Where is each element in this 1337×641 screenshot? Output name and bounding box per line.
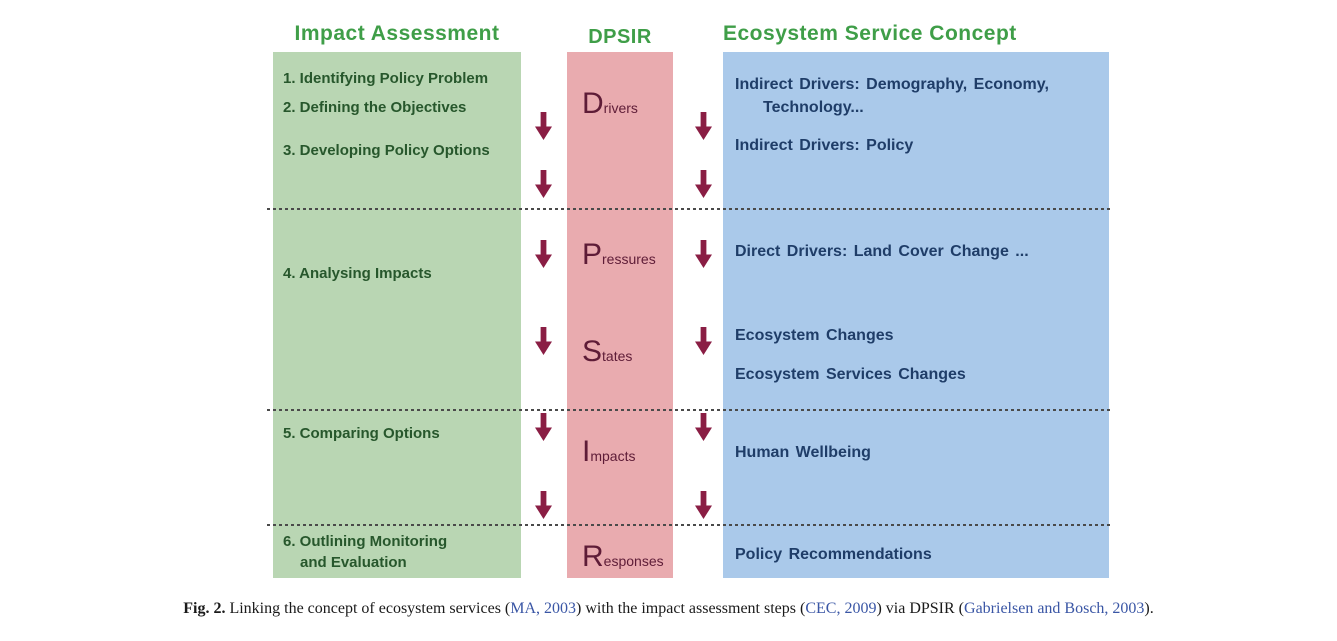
arrow-down-icon xyxy=(535,112,552,140)
figure-caption-label: Fig. 2. xyxy=(183,600,226,617)
dpsir-initial: R xyxy=(582,540,604,573)
ecosystem-item-direct-drivers: Direct Drivers: Land Cover Change ... xyxy=(735,243,1029,260)
impact-step-6: 6. Outlining Monitoring and Evaluation xyxy=(283,531,519,573)
ecosystem-item-indirect-drivers: Indirect Drivers: Demography, Economy, T… xyxy=(735,73,1105,119)
dpsir-header: DPSIR xyxy=(588,26,652,48)
arrow-down-icon xyxy=(695,413,712,441)
arrow-down-icon xyxy=(695,112,712,140)
impact-step-3: 3. Developing Policy Options xyxy=(283,142,490,159)
section-divider xyxy=(267,208,1112,210)
impact-step-5: 5. Comparing Options xyxy=(283,425,440,442)
ecosystem-item-ecosystem-services-changes: Ecosystem Services Changes xyxy=(735,366,966,383)
dpsir-rest: esponses xyxy=(603,553,664,569)
section-divider xyxy=(267,524,1112,526)
arrow-down-icon xyxy=(695,170,712,198)
citation-link-ma-2003[interactable]: MA, 2003 xyxy=(510,600,577,617)
arrow-down-icon xyxy=(535,413,552,441)
dpsir-rest: mpacts xyxy=(590,448,636,464)
arrow-down-icon xyxy=(695,327,712,355)
dpsir-initial: D xyxy=(582,87,604,120)
impact-assessment-panel xyxy=(273,52,521,578)
dpsir-label-responses: Responses xyxy=(582,542,664,572)
arrow-down-icon xyxy=(695,240,712,268)
ecosystem-item-ecosystem-changes: Ecosystem Changes xyxy=(735,327,894,344)
impact-step-1: 1. Identifying Policy Problem xyxy=(283,70,489,87)
dpsir-initial: P xyxy=(582,238,603,271)
caption-text: Linking the concept of ecosystem service… xyxy=(225,600,511,617)
ecosystem-item-policy-recommendations: Policy Recommendations xyxy=(735,546,932,563)
impact-assessment-header: Impact Assessment xyxy=(294,22,500,45)
citation-link-gabrielsen-bosch-2003[interactable]: Gabrielsen and Bosch, 2003 xyxy=(964,600,1145,617)
arrow-down-icon xyxy=(535,240,552,268)
ecosystem-item-indirect-drivers-policy: Indirect Drivers: Policy xyxy=(735,137,914,154)
impact-step-2: 2. Defining the Objectives xyxy=(283,99,467,116)
ecosystem-item-human-wellbeing: Human Wellbeing xyxy=(735,444,871,461)
dpsir-rest: ressures xyxy=(602,251,656,267)
dpsir-label-impacts: Impacts xyxy=(582,437,635,467)
arrow-down-icon xyxy=(535,327,552,355)
ecosystem-panel xyxy=(723,52,1109,578)
impact-step-6-line1: 6. Outlining Monitoring xyxy=(283,533,448,550)
arrow-down-icon xyxy=(535,491,552,519)
ecosystem-item-line2: Technology... xyxy=(763,99,864,116)
section-divider xyxy=(267,409,1112,411)
ecosystem-service-concept-header: Ecosystem Service Concept xyxy=(723,22,1017,45)
caption-text: ) via DPSIR ( xyxy=(876,600,965,617)
caption-text: ) with the impact assessment steps ( xyxy=(576,600,806,617)
dpsir-label-drivers: Drivers xyxy=(582,89,638,119)
arrow-down-icon xyxy=(535,170,552,198)
dpsir-rest: rivers xyxy=(603,100,638,116)
dpsir-initial: I xyxy=(582,435,591,468)
dpsir-label-states: States xyxy=(582,337,632,367)
dpsir-label-pressures: Pressures xyxy=(582,240,656,270)
dpsir-rest: tates xyxy=(602,348,633,364)
impact-step-4: 4. Analysing Impacts xyxy=(283,265,432,282)
arrow-down-icon xyxy=(695,491,712,519)
citation-link-cec-2009[interactable]: CEC, 2009 xyxy=(805,600,877,617)
figure-caption: Fig. 2. Linking the concept of ecosystem… xyxy=(0,600,1337,618)
impact-step-6-line2: and Evaluation xyxy=(300,554,407,571)
ecosystem-item-line1: Indirect Drivers: Demography, Economy, xyxy=(735,76,1049,93)
caption-text: ). xyxy=(1144,600,1154,617)
dpsir-panel xyxy=(567,52,673,578)
dpsir-initial: S xyxy=(582,335,603,368)
